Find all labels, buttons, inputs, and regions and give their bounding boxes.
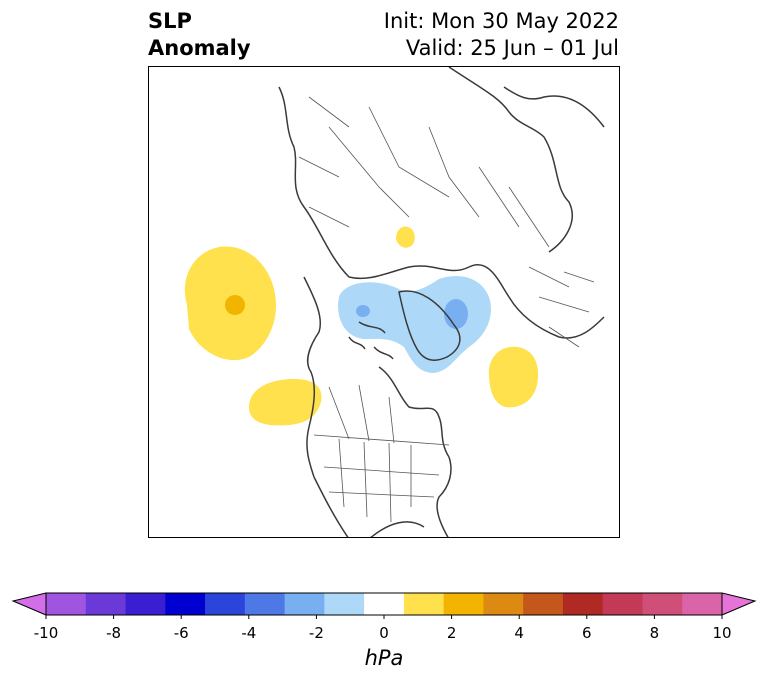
coastline-scandinavia	[448, 67, 573, 253]
coastlines	[278, 67, 605, 537]
colorbar-segment	[682, 593, 723, 615]
colorbar-tick-label: -8	[106, 624, 122, 642]
border-europe	[528, 266, 595, 348]
anomaly-ne-pacific-high	[249, 379, 322, 426]
border-asia	[298, 96, 350, 228]
colorbar-tick-label: 10	[712, 624, 732, 642]
map-title-variable: SLP Anomaly	[148, 8, 251, 62]
title-variable-line1: SLP	[148, 9, 192, 33]
colorbar-extend-left	[13, 593, 46, 615]
colorbar-tick-label: 2	[446, 624, 457, 642]
colorbar-segment	[205, 593, 246, 615]
coastline-gulf	[370, 521, 425, 537]
political-borders	[298, 96, 595, 523]
colorbar-segment	[85, 593, 127, 615]
border-us-canada	[313, 434, 450, 446]
colorbar-tick-label: 6	[582, 624, 592, 642]
coastline-north-america-east	[436, 456, 452, 537]
coastline-eurasia	[278, 86, 605, 339]
colorbar-segment	[125, 593, 166, 615]
coastline-alaska	[303, 276, 321, 478]
valid-range: Valid: 25 Jun – 01 Jul	[405, 36, 619, 60]
colorbar-units: hPa	[364, 646, 404, 670]
border-russia-1	[328, 106, 480, 218]
colorbar-segment	[642, 593, 683, 615]
colorbar-segment	[483, 593, 524, 615]
colorbar-ticks	[45, 615, 723, 619]
border-canada-provinces	[328, 384, 395, 444]
coastline-greenland	[398, 290, 461, 362]
colorbar-segment	[324, 593, 365, 615]
map-panel	[148, 66, 620, 538]
anomaly-siberia-high	[396, 226, 415, 248]
anomaly-north-atlantic-high	[488, 346, 539, 408]
anomaly-arctic-low	[338, 276, 491, 373]
colorbar-segment	[364, 593, 405, 615]
colorbar-segment	[165, 593, 206, 615]
colorbar-segment	[403, 593, 445, 615]
colorbar-segment	[46, 593, 87, 615]
colorbar-tick-label: -10	[33, 624, 59, 642]
colorbar	[11, 592, 757, 619]
coastline-north-america-west	[313, 476, 349, 537]
colorbar-outline-left	[11, 592, 47, 616]
colorbar-tick-label: 0	[379, 624, 389, 642]
colorbar-segment	[244, 593, 286, 615]
coastline-kamchatka	[503, 86, 605, 128]
anomaly-arctic-low-core-east	[444, 299, 468, 329]
colorbar-tick-label: -6	[173, 624, 189, 642]
coastline-hudson-bay	[378, 366, 450, 458]
colorbar-segment	[562, 593, 604, 615]
colorbar-outline-right	[721, 592, 757, 616]
colorbar-tick-label: 8	[649, 624, 660, 642]
anomaly-north-pacific-high-core	[225, 295, 245, 315]
colorbar-extend-right	[722, 593, 755, 615]
init-date: Init: Mon 30 May 2022	[383, 9, 619, 33]
anomaly-shading	[184, 226, 539, 426]
border-russia-2	[478, 166, 550, 248]
colorbar-tick-label: 4	[514, 624, 524, 642]
colorbar-segment	[602, 593, 643, 615]
coastline-arctic-islands	[348, 321, 394, 360]
anomaly-arctic-low-core-west	[356, 305, 370, 317]
border-us-states-2	[323, 466, 440, 498]
colorbar-tick-label: -2	[308, 624, 324, 642]
title-variable-line2: Anomaly	[148, 36, 251, 60]
map-title-dates: Init: Mon 30 May 2022 Valid: 25 Jun – 01…	[384, 8, 619, 62]
border-us-states-1	[338, 438, 412, 523]
colorbar-segment	[284, 593, 325, 615]
colorbar-segment	[443, 593, 484, 615]
slp-anomaly-map	[184, 67, 605, 537]
colorbar-tick-label: -4	[241, 624, 257, 642]
colorbar-segments	[46, 593, 723, 615]
colorbar-segment	[523, 593, 564, 615]
